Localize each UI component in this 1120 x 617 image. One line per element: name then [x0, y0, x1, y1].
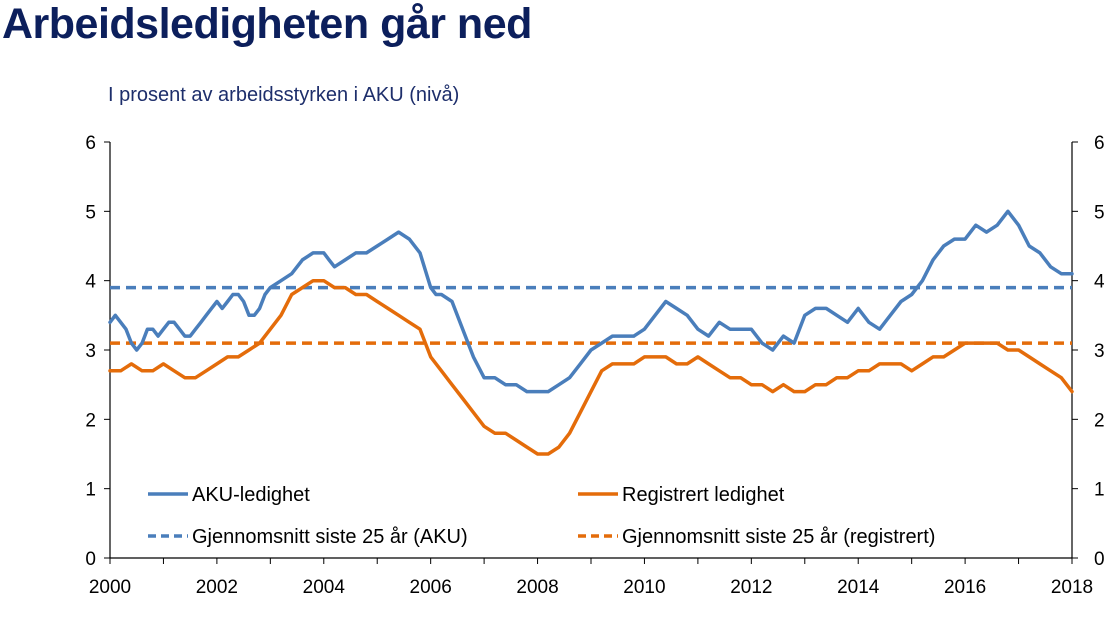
- x-tick-label: 2014: [837, 577, 880, 598]
- x-tick-label: 2002: [196, 577, 238, 598]
- y-tick-label-right: 3: [1094, 341, 1105, 362]
- y-tick-label-right: 2: [1094, 410, 1105, 431]
- data-series: [108, 209, 1074, 456]
- chart-axes: [104, 141, 1078, 564]
- x-tick-label: 2008: [516, 577, 558, 598]
- legend-label-1: AKU-ledighet: [192, 484, 310, 506]
- legend: AKU-ledighet Registrert ledighet Gjennomsn…: [148, 484, 935, 548]
- y-tick-label-left: 1: [85, 480, 96, 501]
- y-tick-label-right: 0: [1094, 549, 1105, 570]
- y-tick-label-right: 1: [1094, 480, 1105, 501]
- x-tick-label: 2012: [730, 577, 772, 598]
- tick-labels: 0 1 2 3 4 5 6 0 1 2 3 4 5 6 2000 2002 2004 2006 2008 2010 20…: [85, 133, 1105, 598]
- legend-label-4: Gjennomsnitt siste 25 år (registrert): [622, 526, 935, 548]
- y-tick-label-left: 0: [85, 549, 96, 570]
- y-tick-label-left: 5: [85, 202, 96, 223]
- x-tick-label: 2004: [303, 577, 346, 598]
- y-tick-label-right: 6: [1094, 133, 1105, 154]
- y-tick-label-right: 4: [1094, 272, 1105, 293]
- legend-label-2: Registrert ledighet: [622, 484, 785, 506]
- chart-subtitle: I prosent av arbeidsstyrken i AKU (nivå): [108, 84, 460, 106]
- series-line-1: [108, 209, 1074, 394]
- x-tick-label: 2018: [1051, 577, 1093, 598]
- y-tick-label-left: 4: [85, 272, 96, 293]
- y-tick-label-left: 3: [85, 341, 96, 362]
- x-tick-label: 2006: [410, 577, 452, 598]
- y-tick-label-left: 6: [85, 133, 96, 154]
- page-title: Arbeidsledigheten går ned: [2, 0, 532, 48]
- series-line-2: [108, 278, 1074, 456]
- y-tick-label-left: 2: [85, 410, 96, 431]
- legend-label-3: Gjennomsnitt siste 25 år (AKU): [192, 526, 468, 548]
- x-tick-label: 2016: [944, 577, 986, 598]
- y-tick-label-right: 5: [1094, 202, 1105, 223]
- x-tick-label: 2010: [623, 577, 665, 598]
- x-tick-label: 2000: [89, 577, 131, 598]
